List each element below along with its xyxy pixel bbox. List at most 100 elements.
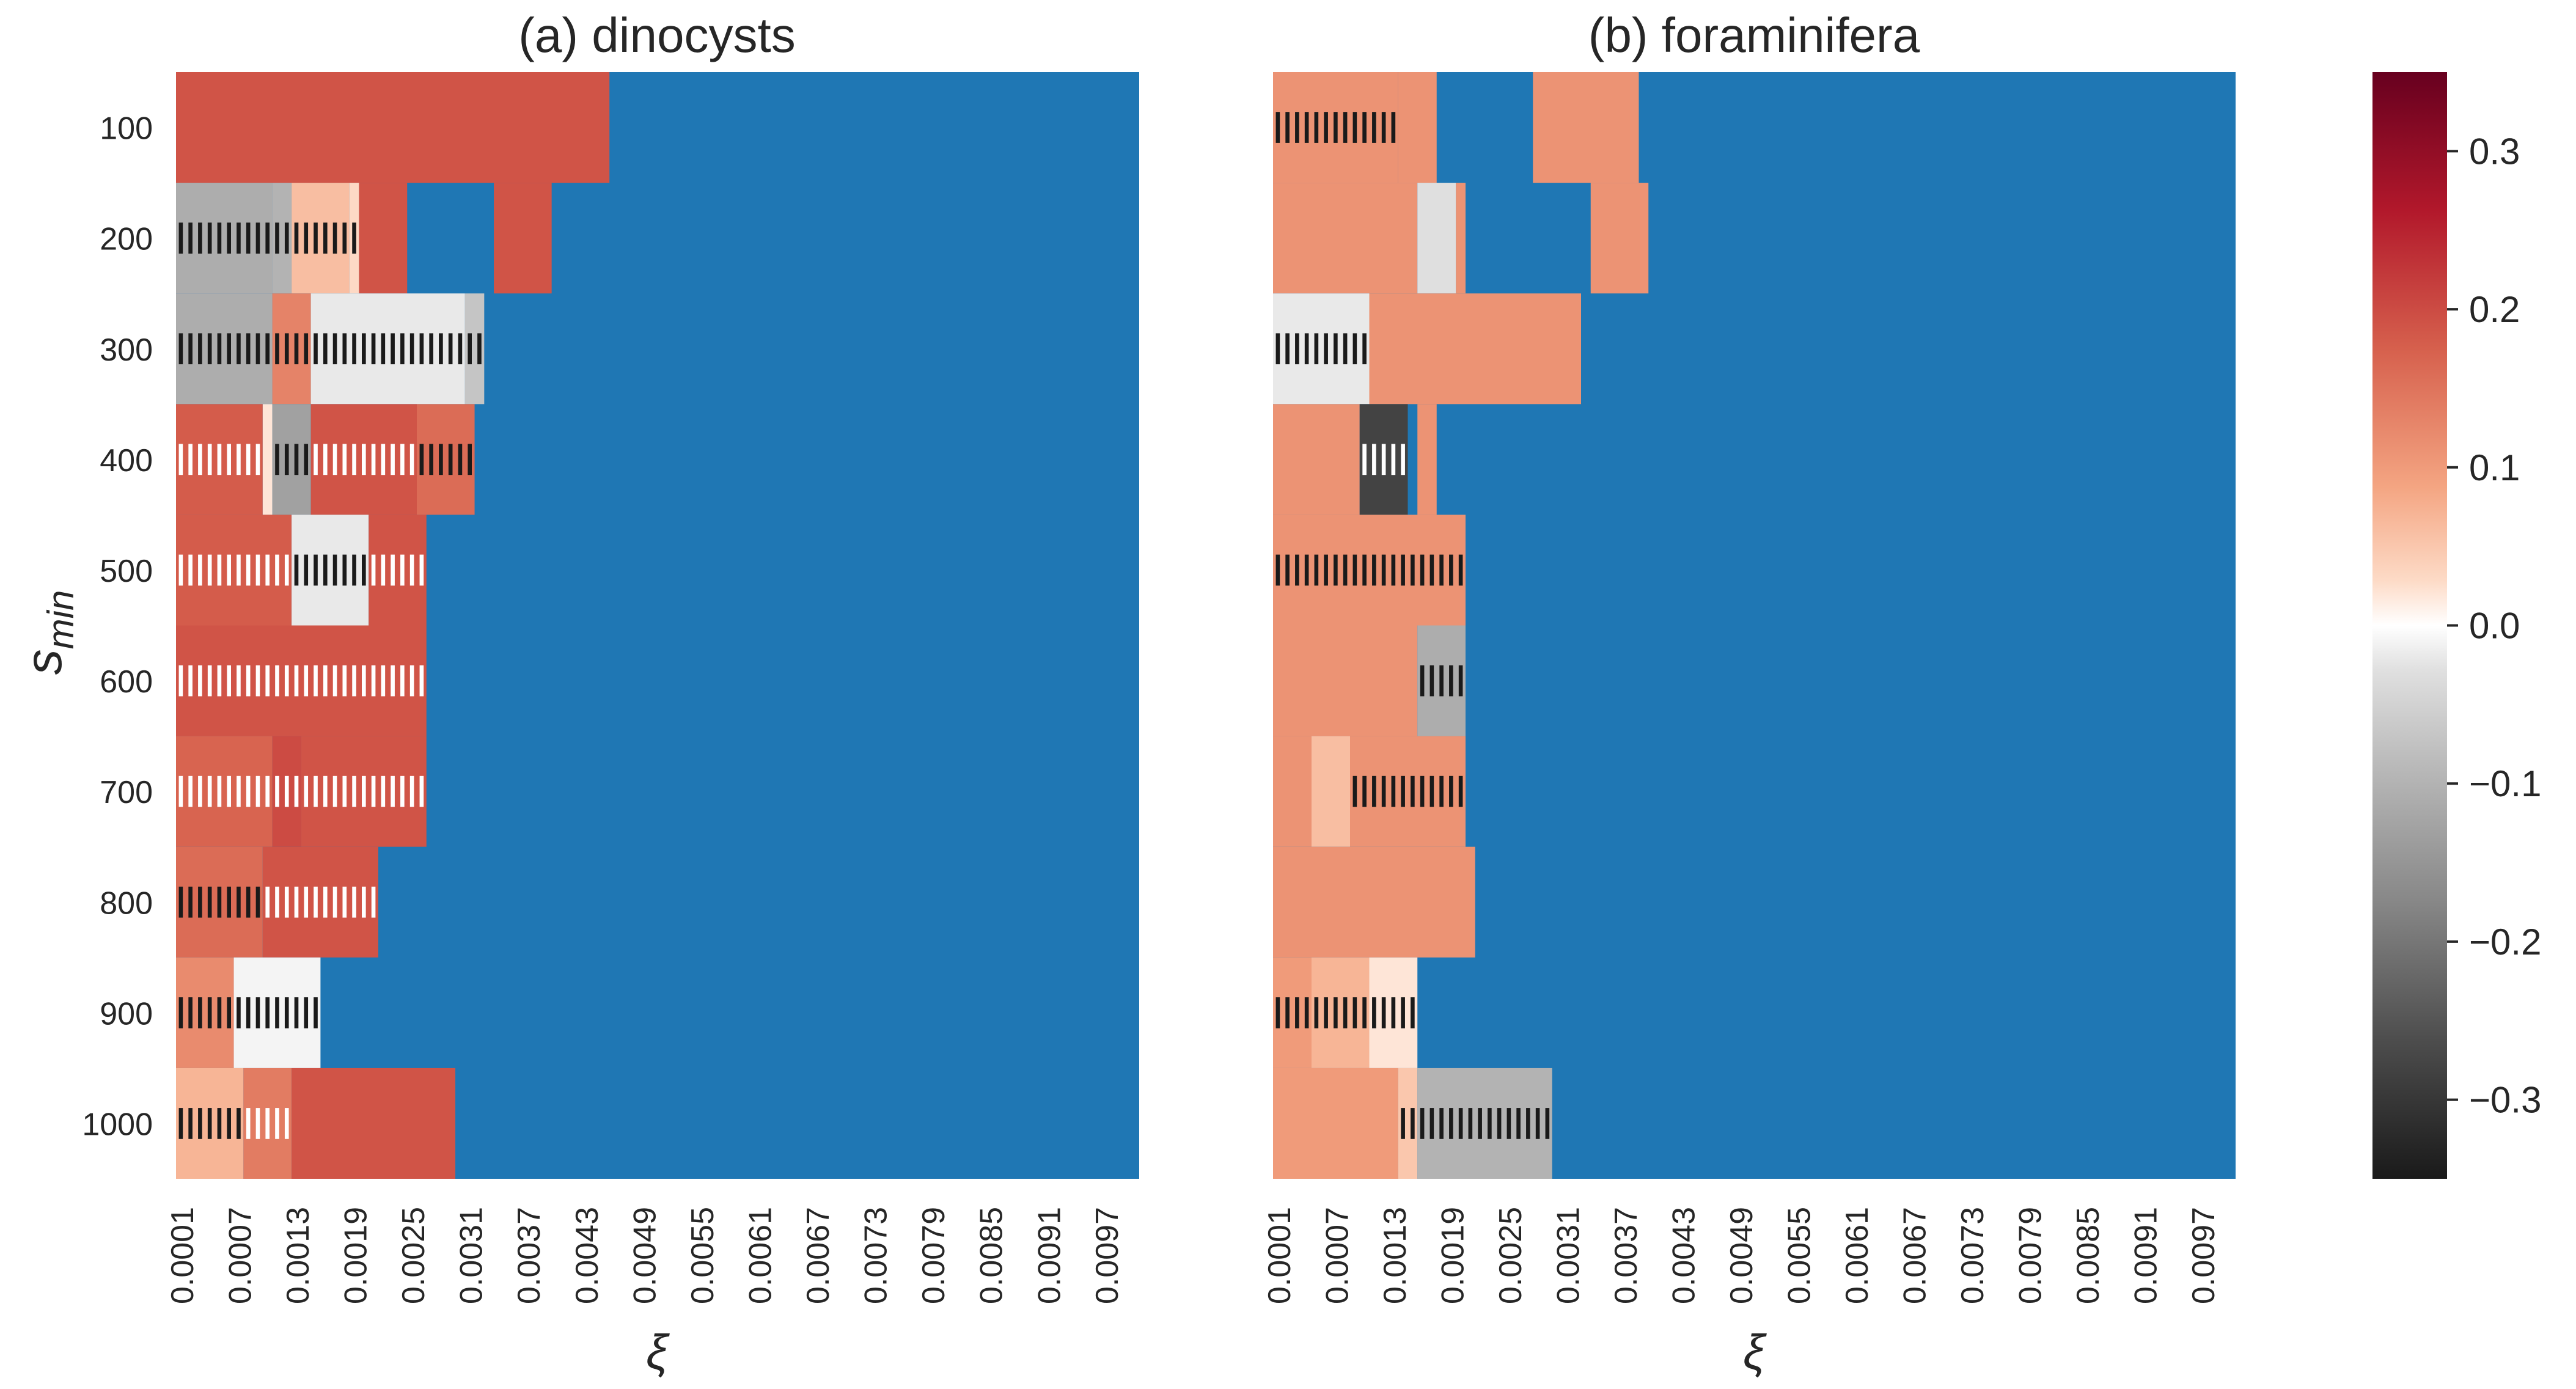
significance-mark <box>237 665 241 697</box>
significance-mark <box>1285 112 1290 143</box>
y-tick-label: 300 <box>100 332 153 368</box>
colorbar-gradient <box>2372 72 2447 1179</box>
significance-mark <box>352 665 356 697</box>
significance-mark <box>1334 112 1338 143</box>
significance-mark <box>332 333 337 365</box>
significance-mark <box>314 997 318 1028</box>
significance-mark <box>217 1108 222 1139</box>
significance-mark <box>178 333 183 365</box>
significance-mark <box>439 333 443 365</box>
significance-mark <box>314 222 318 254</box>
significance-mark <box>371 554 376 586</box>
significance-mark <box>1362 112 1367 143</box>
significance-mark <box>409 554 414 586</box>
panel-title-foraminifera: (b) foraminifera <box>1588 8 1920 62</box>
heatmap-cell <box>1312 736 1350 847</box>
significance-mark <box>1449 1108 1453 1139</box>
significance-mark <box>207 665 212 697</box>
significance-mark <box>1343 112 1348 143</box>
x-tick-label: 0.0013 <box>281 1207 316 1304</box>
heatmap-cell <box>176 625 427 736</box>
significance-mark <box>237 997 241 1028</box>
significance-mark <box>400 554 405 586</box>
significance-mark <box>419 444 424 475</box>
significance-mark <box>227 222 231 254</box>
significance-mark <box>1381 775 1386 807</box>
significance-mark <box>1391 112 1396 143</box>
significance-mark <box>227 444 231 475</box>
significance-mark <box>1411 775 1415 807</box>
significance-mark <box>178 886 183 918</box>
y-tick-label: 500 <box>100 554 153 589</box>
significance-mark <box>207 1108 212 1139</box>
significance-mark <box>419 554 424 586</box>
heatmap-panel-dinocysts: (a) dinocysts 100 200 300 400 500 600 700 800 90… <box>15 8 1139 1379</box>
significance-mark <box>1401 554 1405 586</box>
significance-mark <box>255 775 260 807</box>
significance-mark <box>371 444 376 475</box>
y-tick-label: 1000 <box>82 1107 153 1142</box>
significance-mark <box>198 554 202 586</box>
significance-mark <box>332 665 337 697</box>
significance-mark <box>237 554 241 586</box>
significance-mark <box>1275 333 1280 365</box>
significance-mark <box>419 775 424 807</box>
significance-mark <box>1324 997 1328 1028</box>
significance-mark <box>1449 775 1453 807</box>
significance-mark <box>1334 997 1338 1028</box>
heatmap-cell <box>494 183 552 294</box>
significance-mark <box>237 444 241 475</box>
x-tick-labels-foraminifera: 0.0001 0.0007 0.0013 0.0019 0.0025 0.0031 0.00… <box>1262 1207 2222 1304</box>
significance-mark <box>400 775 405 807</box>
heatmap-cell <box>176 957 234 1068</box>
significance-mark <box>284 775 289 807</box>
y-tick-label: 800 <box>100 885 153 921</box>
x-tick-label: 0.0019 <box>1435 1207 1470 1304</box>
significance-mark <box>1372 554 1376 586</box>
significance-mark <box>352 554 356 586</box>
significance-mark <box>284 222 289 254</box>
significance-mark <box>227 886 231 918</box>
significance-mark <box>323 775 328 807</box>
x-tick-label: 0.0073 <box>859 1207 894 1304</box>
significance-mark <box>188 775 193 807</box>
significance-mark <box>391 554 395 586</box>
x-tick-label: 0.0091 <box>2128 1207 2163 1304</box>
heatmap-cell <box>359 183 408 294</box>
significance-mark <box>294 333 299 365</box>
significance-mark <box>1516 1108 1521 1139</box>
heatmap-cells-foraminifera <box>1273 72 2236 1179</box>
significance-mark <box>294 997 299 1028</box>
significance-mark <box>294 222 299 254</box>
significance-mark <box>352 444 356 475</box>
significance-mark <box>246 333 251 365</box>
x-tick-label: 0.0055 <box>685 1207 721 1304</box>
significance-mark <box>275 444 279 475</box>
heatmap-cell <box>292 515 369 626</box>
y-axis-label: smin <box>15 590 81 675</box>
heatmap-panel-foraminifera: (b) foraminifera 0.0001 0.0007 0.0013 0.001… <box>1262 8 2236 1379</box>
heatmap-cell <box>1273 846 1475 958</box>
x-tick-label: 0.0091 <box>1032 1207 1067 1304</box>
significance-mark <box>304 997 309 1028</box>
significance-mark <box>1449 665 1453 697</box>
significance-mark <box>314 444 318 475</box>
significance-mark <box>1372 997 1376 1028</box>
colorbar: 0.3 0.2 0.1 0.0 −0.1 −0.2 −0.3 <box>2372 72 2541 1179</box>
significance-mark <box>342 333 347 365</box>
heatmap-cell <box>176 515 292 626</box>
significance-mark <box>1439 1108 1444 1139</box>
significance-mark <box>246 1108 251 1139</box>
significance-mark <box>400 665 405 697</box>
significance-mark <box>419 665 424 697</box>
significance-mark <box>217 222 222 254</box>
significance-mark <box>188 222 193 254</box>
significance-mark <box>1488 1108 1492 1139</box>
x-tick-label: 0.0079 <box>916 1207 952 1304</box>
y-tick-label: 400 <box>100 443 153 478</box>
significance-mark <box>1314 333 1319 365</box>
significance-mark <box>198 333 202 365</box>
significance-mark <box>1372 444 1376 475</box>
x-tick-label: 0.0025 <box>396 1207 431 1304</box>
significance-mark <box>468 444 472 475</box>
